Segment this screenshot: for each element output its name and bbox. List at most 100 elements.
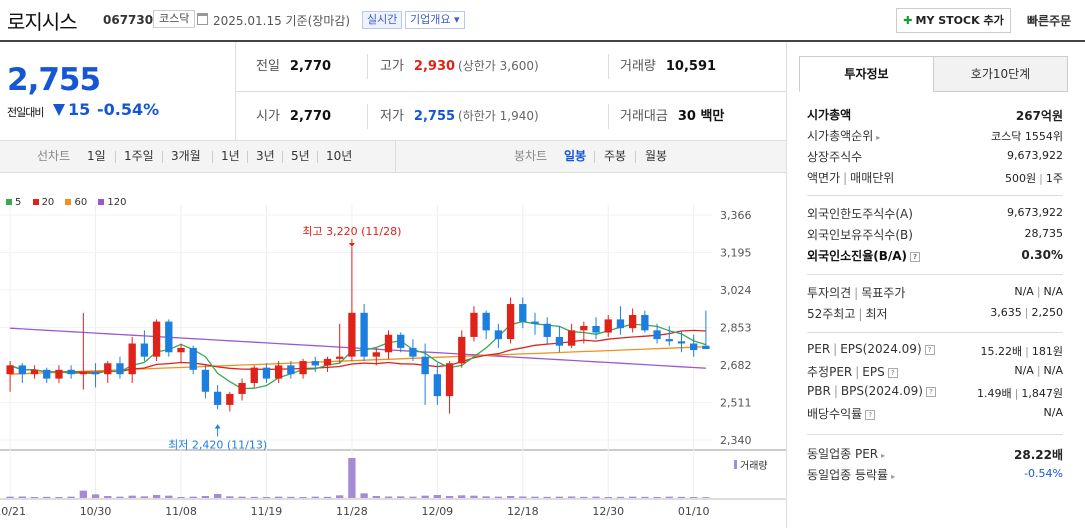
legend-label: 20 (41, 197, 55, 208)
divider (807, 332, 1063, 333)
candle-body (6, 365, 14, 375)
row-value: 267억원 (1015, 109, 1063, 123)
volume-bar (409, 496, 417, 498)
stock-chart[interactable]: 10/21 10/30 11/08 11/19 11/28 12/09 12/18 12/30… (0, 205, 786, 528)
par-value-row: 액면가 | 매매단위 500원 | 1주 (807, 169, 1063, 189)
upper-limit: (상한가 3,600) (458, 59, 539, 73)
plus-icon: ✚ (903, 14, 913, 27)
row-label-text: 최저 (865, 307, 888, 321)
candle-body (250, 367, 258, 383)
industry-per-row: 동일업종 PER ▸ 28.22배 (807, 445, 1063, 465)
row-label: 상장주식수 (807, 150, 863, 164)
volume-bar (67, 496, 75, 498)
value-text: 1.49배 (977, 387, 1012, 400)
row-value: 3,635 | 2,250 (990, 306, 1063, 319)
divider (608, 54, 609, 79)
candle-body (67, 369, 75, 375)
row-label: 추정PER | EPS? (807, 363, 898, 380)
company-overview-dropdown[interactable]: 기업개요 ▾ (405, 11, 465, 29)
tab-weekly[interactable]: 주봉 (604, 149, 627, 163)
value-text: N/A (1014, 285, 1034, 298)
volume-bar (238, 496, 246, 498)
volume-bar (421, 495, 429, 498)
volume-bar (690, 497, 698, 498)
volume-bar (177, 497, 185, 498)
tab-3year[interactable]: 3년 (256, 149, 275, 163)
value-text: N/A (1043, 364, 1063, 377)
volume-bar (494, 496, 503, 498)
help-icon[interactable]: ? (924, 344, 935, 355)
legend-item: 60 (65, 197, 87, 208)
x-tick-label: 11/19 (251, 505, 283, 518)
tab-1week[interactable]: 1주일 (124, 149, 154, 163)
row-value: 500원 | 1주 (1005, 172, 1063, 185)
volume-bar (104, 496, 112, 498)
open-cell: 시가 2,770 (256, 92, 331, 141)
prev-close-label: 전일 (256, 59, 280, 74)
current-price-panel: 2,755 전일대비 15 -0.54% (0, 42, 236, 140)
chart-period-tabs: 선차트 1일 1주일 3개월 1년 3년 5년 10년 봉차트 일봉 주봉 월봉 (0, 140, 786, 173)
candle-body (213, 391, 222, 405)
x-tick-label: 12/30 (592, 505, 624, 518)
row-label-text: EPS (862, 365, 885, 379)
candle-body (641, 315, 649, 331)
legend-swatch (65, 199, 72, 205)
volume-bar (116, 496, 124, 498)
help-icon[interactable]: ? (865, 409, 876, 420)
row-label: 동일업종 PER ▸ (807, 445, 885, 462)
y-tick-label: 2,511 (720, 397, 752, 410)
divider (317, 151, 318, 163)
tab-monthly[interactable]: 월봉 (645, 149, 668, 163)
y-tick-label: 3,024 (720, 284, 752, 297)
prev-close-value: 2,770 (289, 59, 332, 74)
volume-bar (287, 496, 295, 498)
x-tick-label: 12/09 (421, 505, 453, 518)
tab-5year[interactable]: 5년 (291, 149, 310, 163)
candle-body (458, 336, 466, 364)
volume-bar (592, 496, 600, 498)
tab-1year[interactable]: 1년 (221, 149, 240, 163)
line-chart-label: 선차트 (37, 149, 71, 163)
candle-body (262, 367, 271, 379)
candle-body (152, 321, 161, 357)
candle-body (165, 321, 173, 353)
tab-orderbook[interactable]: 호가10단계 (933, 56, 1068, 92)
tab-1day[interactable]: 1일 (87, 149, 106, 163)
help-icon[interactable]: ? (910, 251, 921, 262)
divider (807, 195, 1063, 196)
volume-bar (91, 494, 100, 498)
row-label-text: 액면가 (807, 171, 841, 185)
tab-investment-info[interactable]: 투자정보 (799, 56, 934, 92)
add-mystock-button[interactable]: ✚ MY STOCK 추가 (896, 8, 1011, 33)
candle-body (274, 365, 283, 379)
row-label: 액면가 | 매매단위 (807, 171, 895, 185)
volume-bar (274, 496, 283, 498)
legend-label: 120 (107, 197, 127, 208)
x-tick-label: 11/08 (165, 505, 197, 518)
volume-bar (311, 496, 319, 498)
value-text: 3,635 (990, 306, 1022, 319)
help-icon[interactable]: ? (925, 386, 936, 397)
volume-bar (79, 490, 88, 498)
volume-bar (397, 496, 405, 498)
quote-date: 2025.01.15 기준(장마감) (213, 14, 351, 28)
tab-10year[interactable]: 10년 (326, 149, 353, 163)
realtime-button[interactable]: 실시간 (362, 11, 403, 29)
quick-order-link[interactable]: 빠른주문 (1027, 14, 1072, 28)
ma-legend: 5 20 60 120 (6, 197, 135, 208)
candle-body (128, 343, 136, 375)
value-text: 181원 (1031, 345, 1063, 358)
divider (395, 141, 396, 172)
tab-3month[interactable]: 3개월 (171, 149, 201, 163)
high-value: 2,930 (413, 59, 456, 74)
volume-legend-label: 거래량 (740, 460, 768, 472)
quote-row: 전일 2,770 고가 2,930 (상한가 3,600) 거래량 10,591 (236, 42, 786, 91)
volume-bar (702, 497, 710, 498)
value-text: 1,847원 (1021, 387, 1063, 400)
row-label-text: 52주최고 (807, 307, 856, 321)
candle-body (140, 343, 149, 357)
help-icon[interactable]: ? (887, 367, 898, 378)
value-text: 15.22배 (980, 345, 1023, 358)
tab-daily[interactable]: 일봉 (564, 149, 587, 163)
divider (212, 151, 213, 163)
